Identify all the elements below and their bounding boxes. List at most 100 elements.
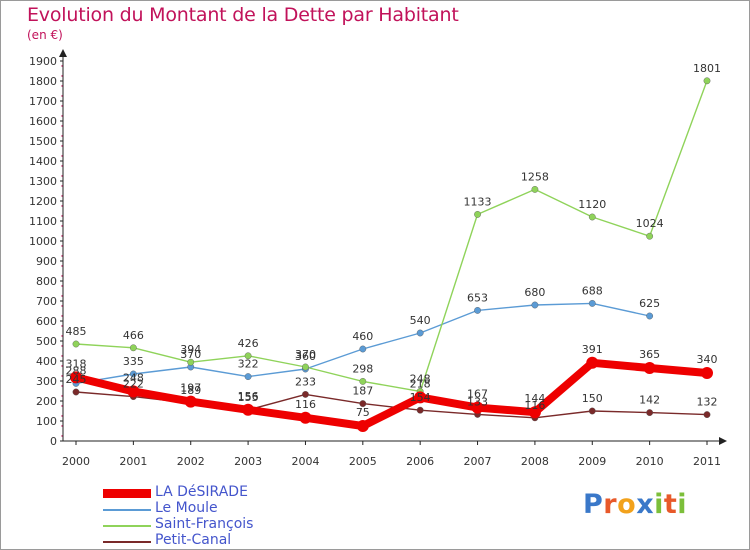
data-label: 116 — [295, 398, 316, 411]
data-label: 540 — [410, 314, 431, 327]
y-minor-dot — [61, 295, 63, 297]
data-point — [302, 363, 309, 371]
legend-swatch — [103, 509, 151, 511]
data-label: 318 — [66, 357, 87, 370]
y-tick-label: 300 — [36, 375, 57, 388]
data-label: 625 — [639, 297, 660, 310]
y-minor-dot — [61, 245, 63, 247]
data-point — [244, 373, 252, 380]
y-minor-dot — [61, 135, 63, 137]
y-minor-dot — [61, 75, 63, 77]
data-label: 75 — [356, 406, 370, 419]
data-label: 1024 — [636, 217, 664, 230]
data-label: 365 — [639, 348, 660, 361]
y-tick-label: 100 — [36, 415, 57, 428]
data-point — [129, 370, 137, 378]
y-tick-label: 800 — [36, 275, 57, 288]
data-label: 1801 — [693, 62, 721, 75]
data-label: 460 — [352, 330, 373, 343]
logo-letter: i — [677, 489, 688, 520]
y-minor-dot — [61, 175, 63, 177]
data-label: 680 — [524, 286, 545, 299]
data-point — [72, 340, 80, 348]
data-point — [646, 312, 654, 320]
data-point — [356, 420, 369, 432]
y-minor-dot — [61, 435, 63, 437]
legend-swatch — [103, 541, 151, 543]
data-label: 154 — [410, 391, 431, 404]
x-tick-label: 2000 — [62, 455, 90, 468]
y-minor-dot — [61, 205, 63, 207]
y-minor-dot — [61, 385, 63, 387]
x-tick-label: 2007 — [464, 455, 492, 468]
data-label: 688 — [582, 284, 603, 297]
y-tick-label: 1500 — [29, 135, 57, 148]
x-tick-label: 2008 — [521, 455, 549, 468]
y-minor-dot — [61, 425, 63, 427]
y-minor-dot — [61, 315, 63, 317]
x-tick-label: 2004 — [291, 455, 319, 468]
data-label: 197 — [180, 382, 201, 395]
y-minor-dot — [61, 395, 63, 397]
data-label: 133 — [467, 395, 488, 408]
y-tick-label: 1800 — [29, 75, 57, 88]
y-minor-dot — [61, 165, 63, 167]
data-label: 322 — [238, 358, 259, 371]
data-label: 155 — [238, 391, 259, 404]
y-tick-label: 500 — [36, 335, 57, 348]
y-minor-dot — [61, 265, 63, 267]
data-point — [359, 377, 367, 385]
data-label: 340 — [697, 353, 718, 366]
legend-label: Le Moule — [155, 500, 218, 516]
data-label: 150 — [582, 392, 603, 405]
data-point — [531, 185, 539, 193]
data-point — [474, 306, 481, 314]
y-tick-label: 1900 — [29, 55, 57, 68]
data-label: 1133 — [464, 195, 492, 208]
data-label: 245 — [66, 373, 87, 386]
y-minor-dot — [61, 235, 63, 237]
data-label: 156 — [238, 390, 259, 403]
data-point — [359, 400, 367, 407]
y-minor-dot — [61, 195, 63, 197]
data-point — [416, 329, 424, 337]
data-point — [242, 403, 255, 416]
y-minor-dot — [61, 255, 63, 257]
y-tick-label: 400 — [36, 355, 57, 368]
y-tick-label: 1600 — [29, 115, 57, 128]
y-minor-dot — [61, 305, 63, 307]
series-line-saint-fran-ois — [75, 80, 708, 393]
y-minor-dot — [61, 125, 63, 127]
data-point — [588, 299, 596, 307]
data-point — [588, 407, 596, 415]
data-label: 370 — [180, 348, 201, 361]
data-point — [703, 411, 711, 418]
data-label: 1258 — [521, 170, 549, 183]
y-minor-dot — [61, 335, 63, 337]
y-tick-label: 600 — [36, 315, 57, 328]
y-minor-dot — [61, 375, 63, 377]
data-label: 653 — [467, 291, 488, 304]
data-point — [184, 395, 197, 408]
x-tick-label: 2006 — [406, 455, 434, 468]
y-minor-dot — [61, 405, 63, 407]
y-tick-label: 1000 — [29, 235, 57, 248]
x-axis-arrow — [719, 437, 727, 445]
data-point — [643, 362, 656, 374]
y-tick-label: 1300 — [29, 175, 57, 188]
unit-label: (en €) — [27, 28, 63, 42]
data-point — [302, 390, 309, 398]
y-minor-dot — [61, 185, 63, 187]
data-point — [701, 367, 713, 379]
data-label: 1120 — [578, 198, 606, 211]
x-tick-label: 2009 — [578, 455, 606, 468]
y-tick-label: 1100 — [29, 215, 57, 228]
x-tick-label: 2005 — [349, 455, 377, 468]
y-tick-label: 200 — [36, 395, 57, 408]
data-point — [127, 385, 140, 398]
y-minor-dot — [61, 345, 63, 347]
y-tick-label: 0 — [50, 435, 57, 448]
logo-letter: P — [583, 489, 604, 520]
data-point — [474, 210, 481, 218]
